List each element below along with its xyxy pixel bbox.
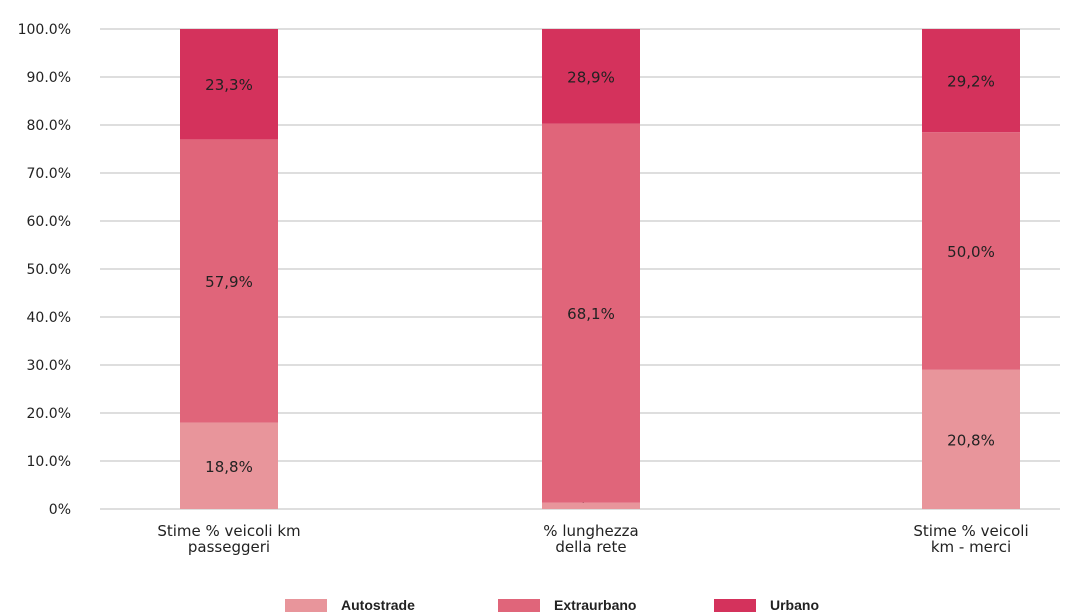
- bar-extraurbano-0: [180, 139, 278, 423]
- x-tick-label-1-1: della rete: [555, 538, 626, 556]
- y-tick-label-5: 50.0%: [27, 262, 71, 278]
- x-tick-label-2-0: Stime % veicoli: [913, 522, 1028, 540]
- x-tick-label-0-1: passeggeri: [188, 538, 270, 556]
- legend-swatch-urbano: [714, 598, 756, 612]
- y-tick-label-1: 10.0%: [27, 454, 71, 470]
- x-tick-label-1-0: % lunghezza: [543, 522, 638, 540]
- x-tick-label-0-0: Stime % veicoli km: [157, 522, 300, 540]
- y-tick-label-9: 90.0%: [27, 70, 71, 86]
- y-tick-label-10: 100.0%: [18, 22, 71, 38]
- legend-swatch-extraurbano: [498, 598, 540, 612]
- bar-urbano-0: [180, 29, 278, 140]
- data-label-urbano-2: 29,2%: [947, 73, 995, 91]
- data-label-urbano-1: 28,9%: [567, 68, 615, 86]
- bar-urbano-1: [542, 29, 640, 124]
- bar-autostrade-0: [180, 422, 278, 509]
- stacked-bar-chart: 0% 10.0% 20.0% 30.0% 40.0% 50.0% 60.0% 70.0% 80.…: [18, 22, 1060, 556]
- legend-label-extraurbano: Extraurbano: [554, 597, 637, 613]
- y-tick-label-0: 0%: [49, 502, 71, 518]
- data-label-extraurbano-2: 50,0%: [947, 243, 995, 261]
- bar-urbano-2: [922, 29, 1020, 133]
- data-label-extraurbano-0: 57,9%: [205, 273, 253, 291]
- x-tick-label-2-1: km - merci: [931, 538, 1011, 556]
- y-tick-label-2: 20.0%: [27, 406, 71, 422]
- y-tick-label-8: 80.0%: [27, 118, 71, 134]
- bar-autostrade-1: [542, 502, 640, 509]
- y-tick-label-7: 70.0%: [27, 166, 71, 182]
- data-label-autostrade-2: 20,8%: [947, 431, 995, 449]
- y-tick-label-4: 40.0%: [27, 310, 71, 326]
- data-label-extraurbano-1: 68,1%: [567, 305, 615, 323]
- legend: Autostrade Extraurbano Urbano: [0, 597, 1077, 615]
- bar-extraurbano-1: [542, 123, 640, 503]
- legend-label-autostrade: Autostrade: [341, 597, 415, 613]
- y-tick-label-3: 30.0%: [27, 358, 71, 374]
- data-label-urbano-0: 23,3%: [205, 76, 253, 94]
- legend-item-urbano: Urbano: [714, 597, 819, 613]
- bar-autostrade-2: [922, 369, 1020, 509]
- legend-item-autostrade: Autostrade: [285, 597, 415, 613]
- legend-swatch-autostrade: [285, 598, 327, 612]
- data-label-autostrade-0: 18,8%: [205, 458, 253, 476]
- legend-item-extraurbano: Extraurbano: [498, 597, 636, 613]
- y-tick-label-6: 60.0%: [27, 214, 71, 230]
- legend-label-urbano: Urbano: [770, 597, 819, 613]
- bar-extraurbano-2: [922, 132, 1020, 370]
